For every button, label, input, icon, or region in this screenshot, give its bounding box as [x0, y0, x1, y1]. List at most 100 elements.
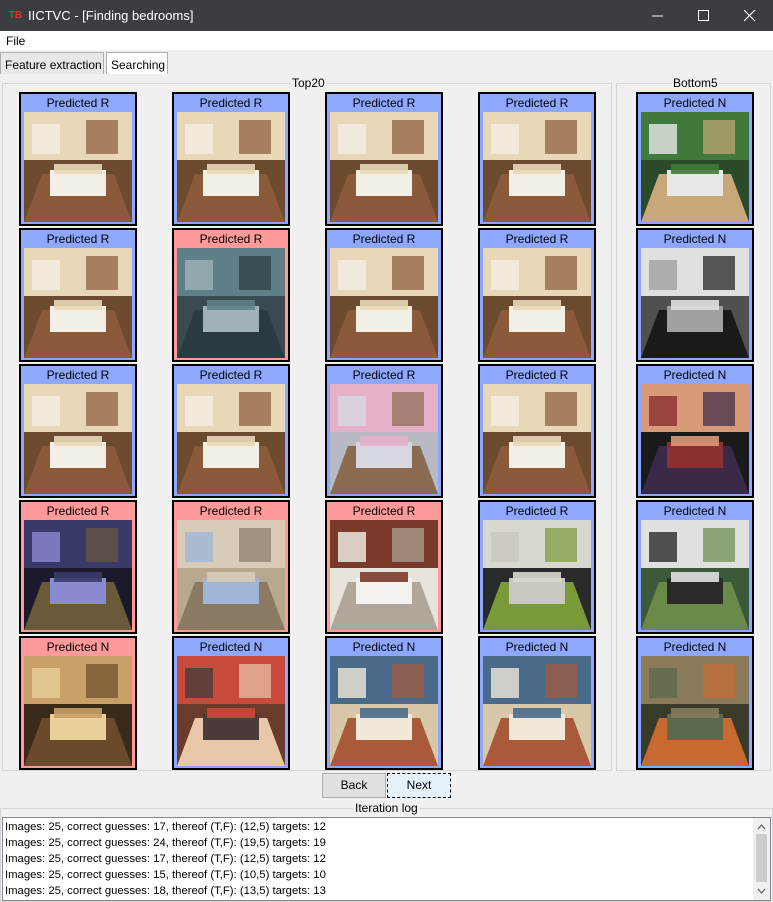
back-button[interactable]: Back [322, 773, 386, 798]
result-card[interactable]: Predicted N [636, 364, 754, 498]
result-card[interactable]: Predicted N [636, 228, 754, 362]
card-caption: Predicted R [46, 232, 110, 246]
card-photo [330, 112, 438, 222]
card-caption: Predicted R [352, 232, 416, 246]
result-card[interactable]: Predicted R [478, 92, 596, 226]
card-photo [641, 384, 749, 494]
result-card[interactable]: Predicted R [172, 364, 290, 498]
card-photo [177, 248, 285, 358]
result-card[interactable]: Predicted N [636, 636, 754, 770]
card-photo [483, 112, 591, 222]
card-photo [641, 656, 749, 766]
thumbnail-image [330, 520, 438, 630]
card-photo [641, 248, 749, 358]
thumbnail-image [483, 656, 591, 766]
thumbnail-image [24, 384, 132, 494]
card-caption: Predicted R [199, 96, 263, 110]
thumbnail-image [641, 384, 749, 494]
result-card[interactable]: Predicted N [636, 500, 754, 634]
card-caption: Predicted R [505, 504, 569, 518]
card-caption: Predicted R [505, 96, 569, 110]
tab-feature-extraction[interactable]: Feature extraction [0, 52, 104, 74]
result-card[interactable]: Predicted R [172, 92, 290, 226]
card-caption: Predicted N [46, 640, 110, 654]
card-photo [330, 248, 438, 358]
card-photo [177, 656, 285, 766]
thumbnail-image [483, 112, 591, 222]
card-caption: Predicted R [46, 368, 110, 382]
top-results-group: Top20 [2, 76, 612, 771]
thumbnail-image [177, 656, 285, 766]
card-caption: Predicted N [663, 96, 727, 110]
card-photo [641, 112, 749, 222]
minimize-icon [652, 15, 663, 17]
result-card[interactable]: Predicted N [478, 636, 596, 770]
card-photo [483, 520, 591, 630]
iteration-log-label: Iteration log [354, 801, 419, 815]
thumbnail-image [330, 248, 438, 358]
result-card[interactable]: Predicted N [636, 92, 754, 226]
thumbnail-image [641, 112, 749, 222]
menu-file[interactable]: File [6, 34, 26, 48]
result-card[interactable]: Predicted R [325, 92, 443, 226]
log-line: Images: 25, correct guesses: 17, thereof… [5, 821, 326, 833]
result-card[interactable]: Predicted R [19, 228, 137, 362]
result-card[interactable]: Predicted N [19, 636, 137, 770]
tab-searching[interactable]: Searching [106, 52, 168, 74]
card-caption: Predicted R [352, 96, 416, 110]
card-caption: Predicted R [46, 96, 110, 110]
thumbnail-image [483, 248, 591, 358]
scrollbar-arrows-icon [756, 824, 767, 894]
thumbnail-image [177, 520, 285, 630]
result-card[interactable]: Predicted R [478, 500, 596, 634]
top-results-label: Top20 [291, 76, 326, 90]
result-card[interactable]: Predicted R [325, 364, 443, 498]
close-icon [744, 10, 756, 22]
card-caption: Predicted R [46, 504, 110, 518]
result-card[interactable]: Predicted R [478, 364, 596, 498]
thumbnail-image [641, 520, 749, 630]
result-card[interactable]: Predicted R [19, 92, 137, 226]
thumbnail-image [177, 112, 285, 222]
iteration-log-list[interactable]: Images: 25, correct guesses: 17, thereof… [2, 817, 771, 901]
bottom-results-label: Bottom5 [672, 76, 719, 90]
close-button[interactable] [727, 0, 773, 31]
card-caption: Predicted R [505, 232, 569, 246]
card-photo [177, 384, 285, 494]
result-card[interactable]: Predicted R [325, 228, 443, 362]
result-card[interactable]: Predicted N [172, 636, 290, 770]
card-photo [641, 520, 749, 630]
result-card[interactable]: Predicted R [325, 500, 443, 634]
card-photo [483, 656, 591, 766]
card-photo [330, 520, 438, 630]
card-photo [24, 520, 132, 630]
result-card[interactable]: Predicted R [19, 500, 137, 634]
card-caption: Predicted R [352, 368, 416, 382]
card-photo [24, 112, 132, 222]
card-caption: Predicted N [352, 640, 416, 654]
result-card[interactable]: Predicted R [172, 228, 290, 362]
thumbnail-image [24, 520, 132, 630]
log-line: Images: 25, correct guesses: 24, thereof… [5, 837, 326, 849]
maximize-button[interactable] [681, 0, 727, 31]
card-caption: Predicted N [663, 640, 727, 654]
next-button[interactable]: Next [387, 773, 451, 798]
minimize-button[interactable] [635, 0, 681, 31]
log-line: Images: 25, correct guesses: 18, thereof… [5, 885, 326, 897]
result-card[interactable]: Predicted R [19, 364, 137, 498]
log-line: Images: 25, correct guesses: 15, thereof… [5, 869, 326, 881]
card-photo [24, 384, 132, 494]
thumbnail-image [641, 248, 749, 358]
log-scrollbar[interactable] [753, 818, 770, 900]
title-bar: TB IICTVC - [Finding bedrooms] [0, 0, 773, 31]
result-card[interactable]: Predicted N [325, 636, 443, 770]
result-card[interactable]: Predicted R [172, 500, 290, 634]
thumbnail-image [483, 384, 591, 494]
app-logo-icon: TB [8, 10, 23, 21]
thumbnail-image [483, 520, 591, 630]
maximize-icon [698, 10, 709, 21]
result-card[interactable]: Predicted R [478, 228, 596, 362]
tab-strip: Feature extraction Searching [0, 50, 773, 74]
thumbnail-image [641, 656, 749, 766]
